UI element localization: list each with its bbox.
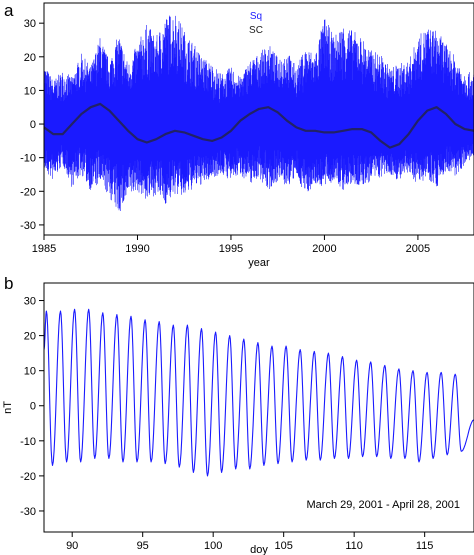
panel-b-date-range-annotation: March 29, 2001 - April 28, 2001 bbox=[307, 499, 460, 511]
panel-b-x-axis-label: doy bbox=[250, 544, 268, 555]
panel-a-plot-frame bbox=[43, 2, 474, 236]
y-tick-label: -30 bbox=[20, 506, 36, 518]
y-tick-label: 10 bbox=[24, 85, 36, 97]
y-tick-label: 30 bbox=[24, 296, 36, 308]
panel-b-letter: b bbox=[4, 274, 13, 293]
y-tick-label: 20 bbox=[24, 331, 36, 343]
y-tick-label: -10 bbox=[20, 153, 36, 165]
panel-a-x-axis-ticks: 1985 1990 1995 2000 2005 bbox=[32, 235, 430, 255]
y-tick-label: 30 bbox=[24, 18, 36, 30]
panel-a: a 1985 1990 1995 2000 2005 -30-20-100102030 … bbox=[4, 1, 474, 269]
panel-b-x-axis-ticks: 90 95 100 105 110 115 bbox=[66, 532, 433, 552]
panel-a-x-axis-label: year bbox=[248, 257, 270, 269]
y-tick-label: 0 bbox=[30, 401, 36, 413]
x-tick-label: 2000 bbox=[312, 243, 336, 255]
x-tick-label: 100 bbox=[204, 540, 222, 552]
x-tick-label: 1985 bbox=[32, 243, 56, 255]
panel-b-plot-frame bbox=[43, 282, 474, 533]
panel-a-legend: Sq SC bbox=[249, 11, 263, 36]
x-tick-label: 115 bbox=[416, 540, 434, 552]
x-tick-label: 1995 bbox=[219, 243, 243, 255]
panel-b-series bbox=[43, 308, 474, 477]
panel-b-y-axis-ticks: -30 -20 -10 0 10 20 30 bbox=[20, 296, 44, 518]
x-tick-label: 2005 bbox=[406, 243, 430, 255]
x-tick-label: 105 bbox=[274, 540, 292, 552]
y-tick-label: -20 bbox=[20, 186, 36, 198]
x-tick-label: 90 bbox=[66, 540, 78, 552]
y-tick-label: -30 bbox=[20, 220, 36, 232]
y-tick-label: 0 bbox=[30, 119, 36, 131]
legend-entry-sc: SC bbox=[249, 25, 263, 36]
x-tick-label: 110 bbox=[345, 540, 363, 552]
sc-series-line bbox=[43, 102, 474, 149]
x-tick-label: 95 bbox=[137, 540, 149, 552]
panel-b-series-line bbox=[43, 308, 474, 477]
y-tick-label: -10 bbox=[20, 436, 36, 448]
panel-b-y-axis-label: nT bbox=[2, 401, 14, 414]
legend-entry-sq: Sq bbox=[250, 11, 262, 22]
x-tick-label: 1990 bbox=[125, 243, 149, 255]
y-tick-label: 20 bbox=[24, 52, 36, 64]
y-tick-label: -20 bbox=[20, 471, 36, 483]
y-tick-label: 10 bbox=[24, 366, 36, 378]
panel-a-series bbox=[43, 15, 474, 211]
panel-a-y-axis-ticks: -30 -20 -10 0 10 20 30 bbox=[20, 18, 44, 232]
sq-series-line bbox=[43, 15, 474, 211]
panel-a-letter: a bbox=[4, 1, 14, 20]
